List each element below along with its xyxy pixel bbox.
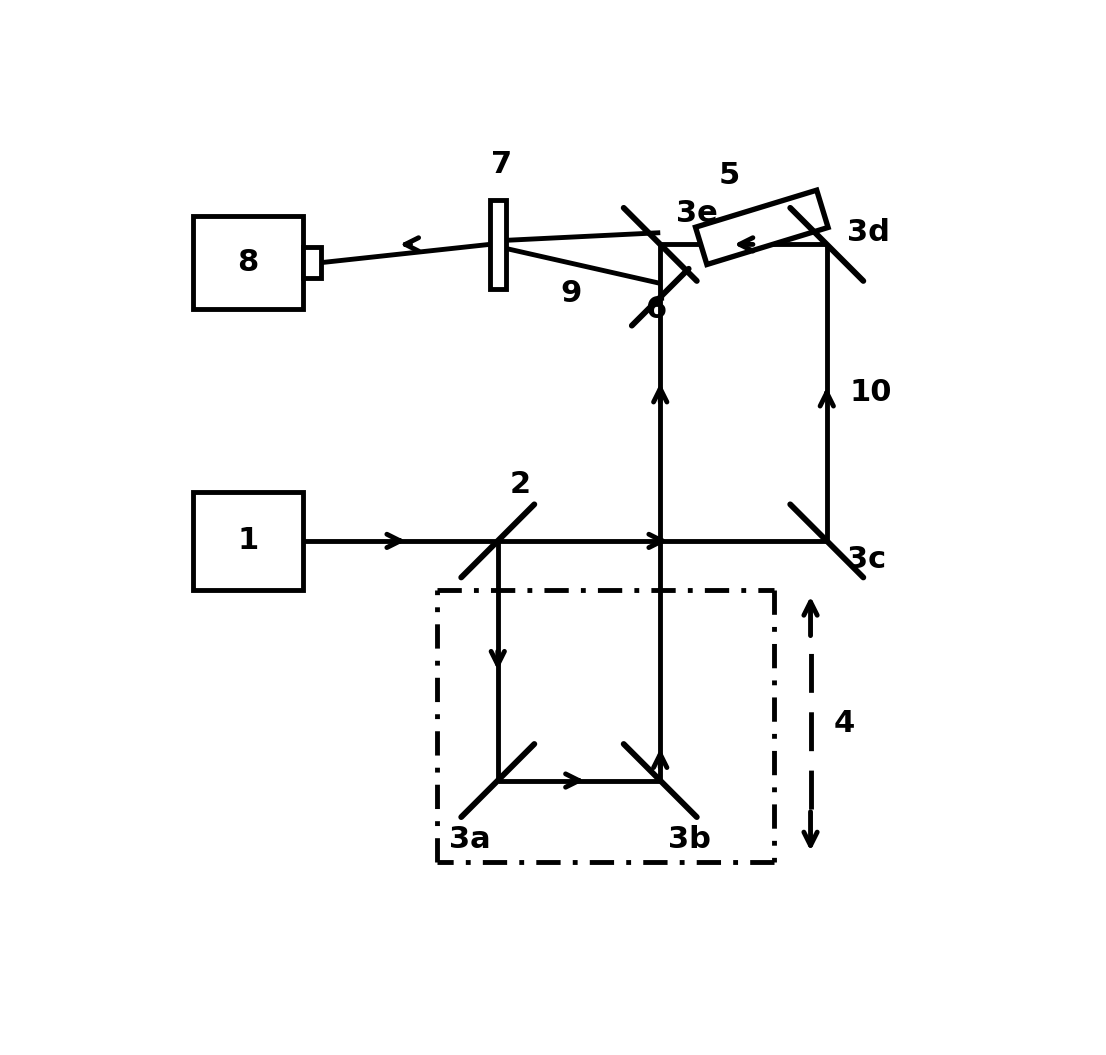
Text: 9: 9 [561,279,582,308]
Text: 7: 7 [491,151,512,179]
Text: 3e: 3e [677,199,718,228]
Text: 6: 6 [646,295,667,324]
Polygon shape [696,190,828,265]
Bar [194,492,303,590]
Text: 3b: 3b [668,825,711,855]
Text: 3c: 3c [847,545,886,574]
Text: 1: 1 [238,526,259,555]
Text: 5: 5 [719,160,740,190]
Text: 2: 2 [510,469,531,499]
Text: 3a: 3a [449,825,491,855]
Text: 4: 4 [833,709,855,738]
Text: 10: 10 [849,378,893,407]
Bar [490,199,505,289]
Bar [303,247,321,279]
Text: 3d: 3d [847,217,890,247]
Text: 8: 8 [238,248,259,277]
Bar [194,216,303,309]
